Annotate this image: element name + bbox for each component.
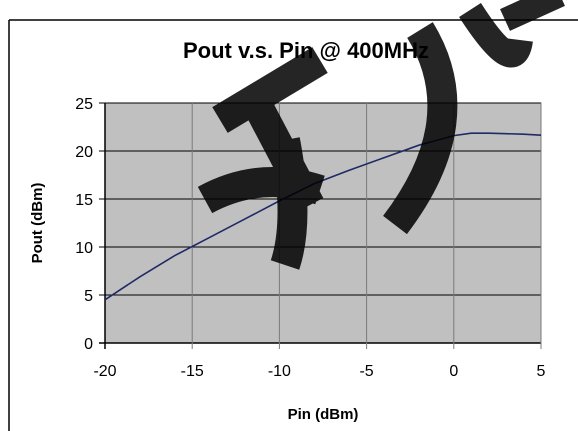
y-axis-label: Pout (dBm) bbox=[29, 183, 46, 264]
watermark bbox=[197, 0, 565, 270]
x-tick-label: 0 bbox=[449, 363, 458, 380]
x-tick-label: -5 bbox=[359, 363, 373, 380]
y-tick-label: 15 bbox=[75, 192, 93, 209]
plot-area bbox=[104, 102, 542, 344]
series-line-pout bbox=[104, 132, 542, 301]
x-tick-label: -20 bbox=[93, 363, 116, 380]
y-tick-label: 10 bbox=[75, 240, 93, 257]
x-tick-label: 5 bbox=[537, 363, 546, 380]
x-tick-label: -10 bbox=[268, 363, 291, 380]
y-tick-label: 5 bbox=[84, 288, 93, 305]
x-tick-labels: -20 -15 -10 -5 0 5 bbox=[93, 363, 545, 380]
y-tick-label: 25 bbox=[75, 96, 93, 113]
x-axis-label: Pin (dBm) bbox=[288, 406, 359, 423]
y-tick-labels: 0 5 10 15 20 25 bbox=[75, 96, 93, 353]
x-tick-label: -15 bbox=[181, 363, 204, 380]
y-tick-label: 20 bbox=[75, 144, 93, 161]
y-tick-label: 0 bbox=[84, 336, 93, 353]
